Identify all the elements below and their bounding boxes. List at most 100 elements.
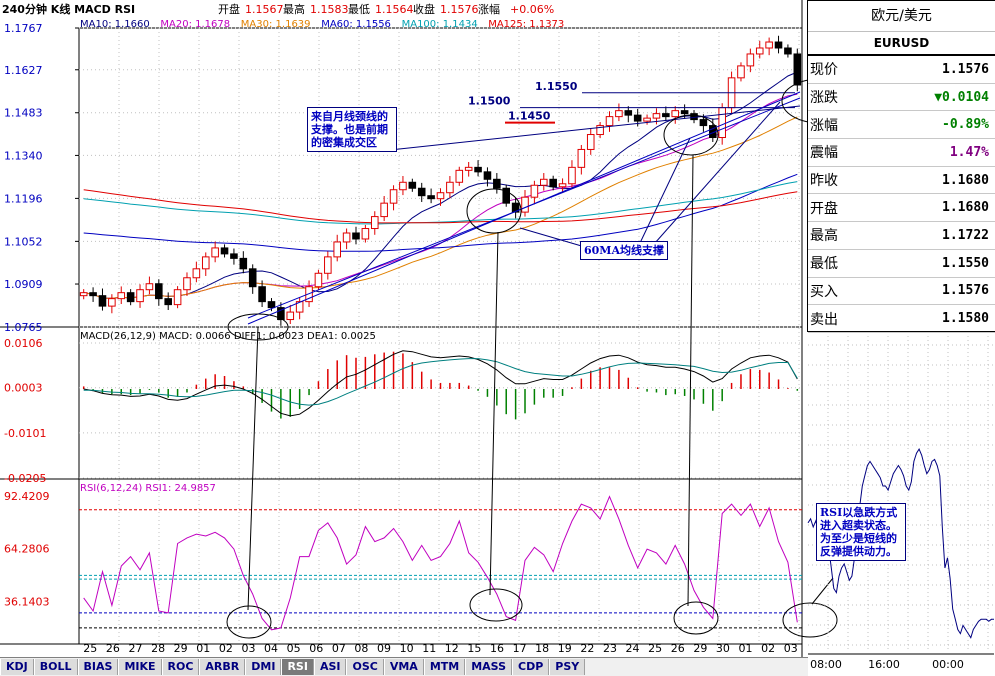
candle-body — [502, 187, 511, 204]
highlight-ellipse — [466, 188, 522, 234]
quote-label: 买入 — [810, 283, 838, 300]
tab-psy[interactable]: PSY — [549, 659, 586, 675]
macd-tick-label: 0.0106 — [4, 337, 43, 350]
tab-dmi[interactable]: DMI — [245, 659, 282, 675]
quote-value: 1.1580 — [942, 311, 989, 327]
macd-dea-line — [83, 358, 798, 406]
price-tick-label: 1.1196 — [4, 192, 43, 205]
quote-label: 昨收 — [810, 173, 838, 190]
support-level-label: 1.1450 — [508, 110, 551, 123]
candle-body — [333, 241, 342, 258]
price-tick-label: 1.1767 — [4, 22, 43, 35]
trend-line — [247, 97, 801, 319]
header-open-label: 开盘 — [218, 2, 240, 16]
tab-boll[interactable]: BOLL — [33, 659, 78, 675]
candle-body — [511, 202, 520, 213]
quote-value: 1.1576 — [942, 61, 989, 77]
ma-legend-item: MA10: 1.1660 — [80, 19, 150, 30]
candle-body — [79, 292, 88, 297]
tab-mass[interactable]: MASS — [465, 659, 513, 675]
ma-legend-item: MA100: 1.1434 — [402, 19, 478, 30]
candle-body — [765, 41, 773, 49]
tab-mike[interactable]: MIKE — [118, 659, 162, 675]
candle-body — [98, 295, 107, 307]
chart-title: 240分钟 K线 MACD RSI — [2, 2, 135, 16]
rsi-note: RSI以急跌方式进入超卖状态。为至少是短线的反弹提供动力。 — [816, 503, 906, 561]
tab-mtm[interactable]: MTM — [423, 659, 466, 675]
quote-value: 1.1550 — [942, 255, 989, 271]
tab-kdj[interactable]: KDJ — [0, 659, 34, 675]
candle-body — [239, 257, 248, 270]
candle-body — [108, 298, 116, 307]
tab-arbr[interactable]: ARBR — [199, 659, 246, 675]
highlight-ellipse — [226, 605, 272, 639]
candle-body — [596, 125, 604, 136]
x-tick-label: 19 — [558, 642, 572, 655]
candle-body — [192, 268, 201, 279]
candle-body — [352, 232, 360, 240]
candle-body — [126, 292, 135, 303]
quote-label: 开盘 — [810, 200, 838, 217]
candle-body — [718, 107, 726, 139]
ma-line — [83, 173, 798, 252]
tab-roc[interactable]: ROC — [161, 659, 200, 675]
x-tick-label: 10 — [400, 642, 414, 655]
candle-body — [136, 289, 144, 303]
mini-x-label: 08:00 — [810, 658, 842, 671]
quote-value: 1.47% — [949, 144, 989, 160]
candle-body — [633, 114, 642, 122]
quote-value: ▼0.0104 — [934, 89, 989, 105]
tab-vma[interactable]: VMA — [383, 659, 424, 675]
quote-row: 现价 1.1576 — [808, 56, 995, 84]
macd-tick-label: -0.0101 — [4, 427, 46, 440]
x-tick-label: 02 — [761, 642, 775, 655]
quote-row: 最高 1.1722 — [808, 222, 995, 250]
x-tick-label: 26 — [671, 642, 685, 655]
tab-bias[interactable]: BIAS — [77, 659, 119, 675]
x-tick-label: 28 — [151, 642, 165, 655]
candle-body — [446, 181, 454, 194]
candle-body — [277, 307, 285, 321]
macd-tick-label: -0.0205 — [4, 472, 46, 485]
tab-asi[interactable]: ASI — [313, 659, 347, 675]
candle-body — [662, 113, 670, 118]
support-note: 来自月线颈线的支撑。也是前期的密集成交区 — [307, 107, 397, 152]
header-open-value: 1.1567 — [245, 3, 284, 16]
x-tick-label: 01 — [196, 642, 210, 655]
x-tick-label: 15 — [467, 642, 481, 655]
quote-row: 买入 1.1576 — [808, 278, 995, 306]
tab-cdp[interactable]: CDP — [512, 659, 550, 675]
support-level-label: 1.1500 — [468, 95, 511, 108]
tab-osc[interactable]: OSC — [346, 659, 384, 675]
candle-body — [183, 277, 191, 291]
candle-body — [464, 166, 473, 171]
candle-body — [455, 169, 464, 183]
candle-body — [737, 65, 745, 79]
quote-value: 1.1722 — [942, 227, 989, 243]
x-tick-label: 07 — [332, 642, 346, 655]
x-tick-label: 26 — [106, 642, 120, 655]
candle-body — [164, 298, 172, 306]
candle-body — [699, 119, 708, 127]
ma-line — [83, 71, 798, 299]
rsi-legend: RSI(6,12,24) RSI1: 24.9857 — [80, 483, 216, 494]
price-tick-label: 1.1052 — [4, 235, 43, 248]
mini-price-line — [807, 448, 994, 639]
quote-panel-symbol: EURUSD — [808, 32, 995, 56]
rsi-line — [83, 495, 798, 631]
candle-body — [201, 256, 210, 270]
header-change-value: +0.06% — [510, 3, 554, 16]
macd-legend: MACD(26,12,9) MACD: 0.0066 DIFF1: 0.0023… — [80, 331, 376, 342]
rsi-tick-label: 64.2806 — [4, 543, 50, 556]
macd-tick-label: 0.0003 — [4, 382, 43, 395]
highlight-ellipse — [469, 588, 523, 622]
tab-rsi[interactable]: RSI — [281, 659, 314, 675]
candle-body — [267, 301, 276, 309]
candle-body — [399, 181, 407, 191]
candle-body — [417, 187, 426, 197]
quote-panel: 欧元/美元 EURUSD 现价 1.1576 涨跌 ▼0.0104 涨幅 -0.89% 震幅… — [807, 0, 995, 333]
header-close-label: 收盘 — [413, 2, 435, 16]
price-tick-label: 1.1340 — [4, 149, 43, 162]
candle-body — [521, 196, 529, 213]
pointer-line — [654, 101, 781, 244]
